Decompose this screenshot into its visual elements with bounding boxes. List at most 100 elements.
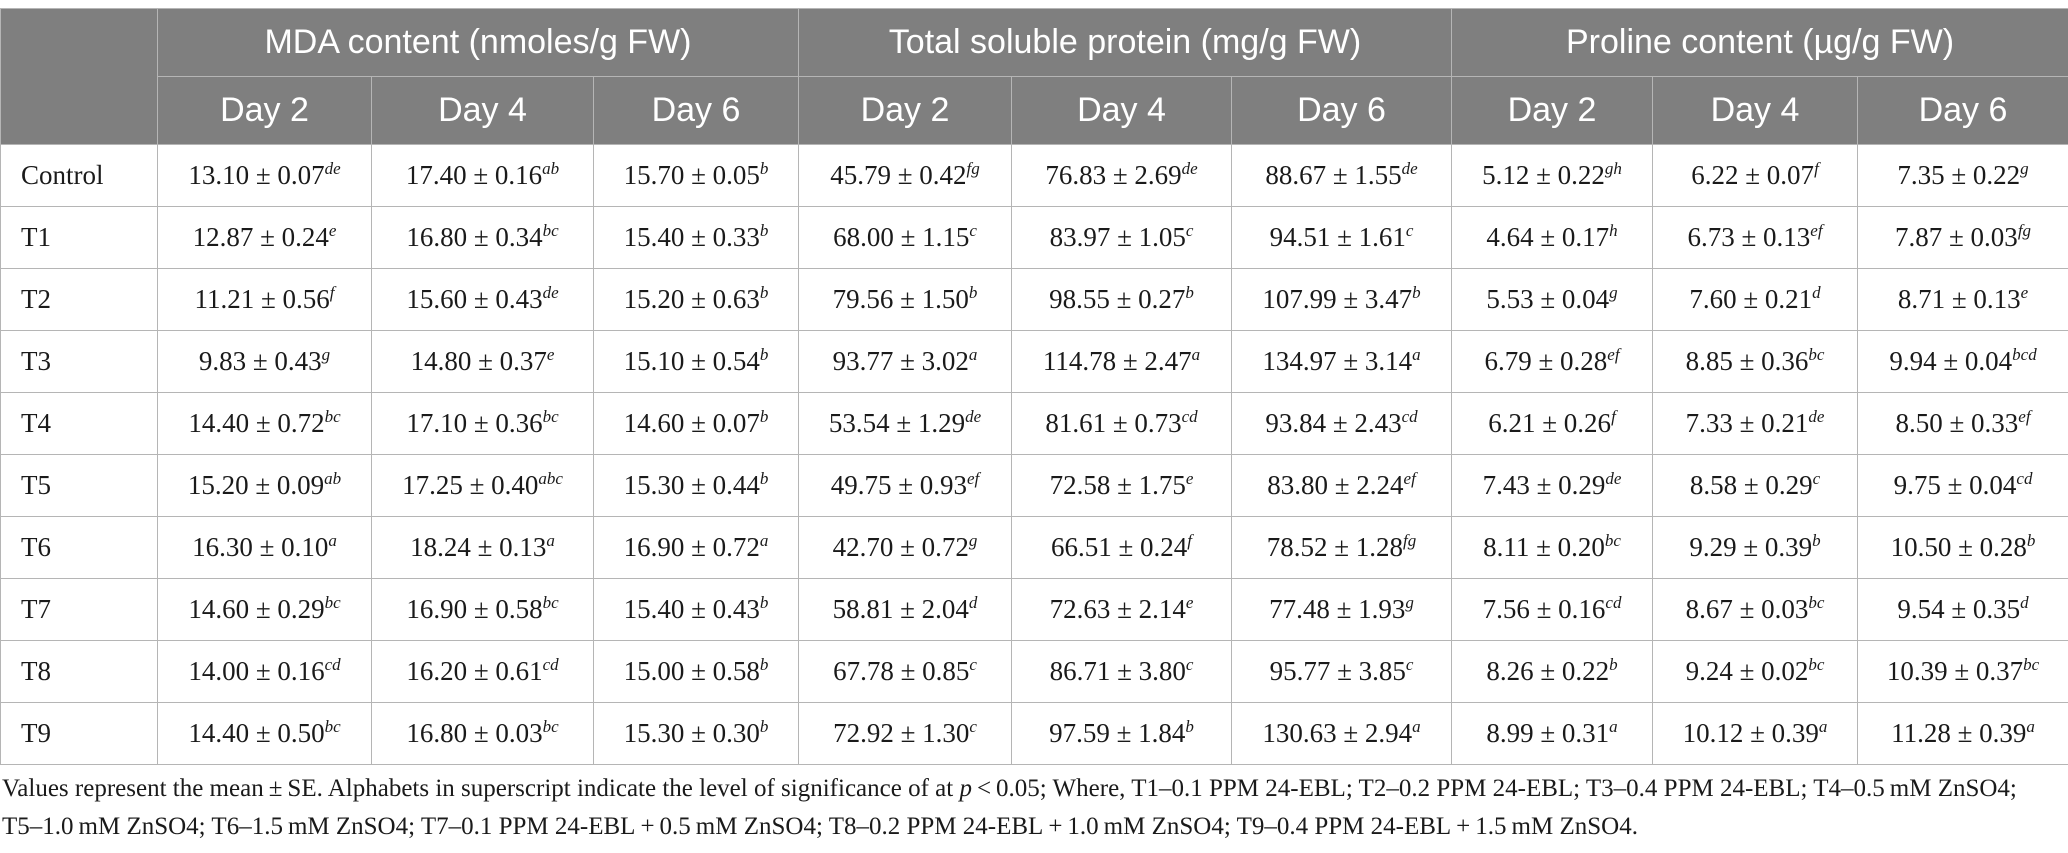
value-cell: 107.99 ± 3.47b: [1230, 268, 1453, 331]
row-label: T6: [0, 516, 158, 579]
cell-value: 6.73 ± 0.13: [1687, 222, 1811, 252]
cell-value: 8.71 ± 0.13: [1897, 284, 2021, 314]
significance-letter: abc: [538, 469, 563, 488]
value-cell: 15.10 ± 0.54b: [593, 330, 799, 393]
cell-value: 9.94 ± 0.04: [1889, 346, 2013, 376]
row-label: T4: [0, 392, 158, 455]
significance-letter: cd: [2016, 469, 2033, 488]
cell-value: 10.50 ± 0.28: [1890, 532, 2027, 562]
significance-letter: g: [321, 345, 331, 364]
value-cell: 5.53 ± 0.04g: [1451, 268, 1654, 331]
value-cell: 8.26 ± 0.22b: [1451, 640, 1654, 703]
significance-letter: fg: [1403, 531, 1417, 550]
significance-letter: b: [759, 345, 769, 364]
significance-letter: b: [759, 717, 769, 736]
significance-letter: h: [1609, 221, 1618, 240]
cell-value: 81.61 ± 0.73: [1045, 408, 1182, 438]
significance-letter: ab: [542, 159, 560, 178]
cell-value: 8.26 ± 0.22: [1486, 656, 1610, 686]
value-cell: 6.79 ± 0.28ef: [1451, 330, 1654, 393]
cell-value: 7.56 ± 0.16: [1482, 594, 1606, 624]
cell-value: 9.83 ± 0.43: [198, 346, 322, 376]
cell-value: 17.25 ± 0.40: [402, 470, 539, 500]
significance-letter: e: [2020, 283, 2029, 302]
value-cell: 72.63 ± 2.14e: [1011, 578, 1232, 641]
significance-letter: bc: [542, 221, 559, 240]
cell-value: 42.70 ± 0.72: [832, 532, 969, 562]
value-cell: 8.67 ± 0.03bc: [1652, 578, 1859, 641]
significance-letter: b: [759, 407, 769, 426]
value-cell: 86.71 ± 3.80c: [1011, 640, 1232, 703]
significance-letter: bc: [2023, 655, 2040, 674]
cell-value: 16.80 ± 0.34: [406, 222, 543, 252]
table-row: T7 14.60 ± 0.29bc 16.90 ± 0.58bc 15.40 ± 0.…: [0, 578, 2068, 641]
value-cell: 16.20 ± 0.61cd: [371, 640, 594, 703]
cell-value: 8.58 ± 0.29: [1689, 470, 1813, 500]
value-cell: 53.54 ± 1.29de: [798, 392, 1012, 455]
value-cell: 15.70 ± 0.05b: [593, 144, 799, 207]
cell-value: 72.58 ± 1.75: [1049, 470, 1186, 500]
significance-letter: b: [1412, 283, 1421, 302]
significance-letter: bc: [1808, 345, 1825, 364]
significance-letter: c: [1405, 655, 1414, 674]
cell-value: 7.60 ± 0.21: [1689, 284, 1813, 314]
significance-letter: d: [1812, 283, 1821, 302]
cell-value: 98.55 ± 0.27: [1049, 284, 1186, 314]
significance-letter: f: [329, 283, 335, 302]
significance-letter: fg: [966, 159, 980, 178]
value-cell: 114.78 ± 2.47a: [1011, 330, 1232, 393]
significance-letter: c: [1812, 469, 1821, 488]
value-cell: 10.39 ± 0.37bc: [1857, 640, 2068, 703]
cell-value: 9.24 ± 0.02: [1685, 656, 1809, 686]
value-cell: 15.30 ± 0.30b: [593, 702, 799, 765]
value-cell: 15.40 ± 0.43b: [593, 578, 799, 641]
significance-letter: ef: [967, 469, 980, 488]
value-cell: 81.61 ± 0.73cd: [1011, 392, 1232, 455]
cell-value: 76.83 ± 2.69: [1045, 160, 1182, 190]
significance-letter: de: [1808, 407, 1825, 426]
cell-value: 97.59 ± 1.84: [1049, 718, 1186, 748]
value-cell: 14.40 ± 0.72bc: [157, 392, 372, 455]
significance-letter: de: [324, 159, 341, 178]
significance-letter: cd: [1605, 593, 1622, 612]
significance-letter: b: [1609, 655, 1618, 674]
row-label: T7: [0, 578, 158, 641]
value-cell: 17.10 ± 0.36bc: [371, 392, 594, 455]
value-cell: 17.40 ± 0.16ab: [371, 144, 594, 207]
value-cell: 8.85 ± 0.36bc: [1652, 330, 1859, 393]
row-label: T8: [0, 640, 158, 703]
value-cell: 6.73 ± 0.13ef: [1652, 206, 1859, 269]
cell-value: 49.75 ± 0.93: [830, 470, 968, 500]
value-cell: 15.60 ± 0.43de: [371, 268, 594, 331]
significance-letter: de: [1401, 159, 1418, 178]
significance-letter: cd: [542, 655, 559, 674]
cell-value: 95.77 ± 3.85: [1269, 656, 1406, 686]
value-cell: 7.60 ± 0.21d: [1652, 268, 1859, 331]
value-cell: 8.11 ± 0.20bc: [1451, 516, 1654, 579]
table-row: T6 16.30 ± 0.10a 18.24 ± 0.13a 16.90 ± 0.72…: [0, 516, 2068, 579]
significance-letter: e: [328, 221, 337, 240]
cell-value: 16.90 ± 0.58: [406, 594, 543, 624]
value-cell: 7.35 ± 0.22g: [1857, 144, 2068, 207]
significance-letter: c: [969, 655, 977, 674]
cell-value: 9.54 ± 0.35: [1897, 594, 2021, 624]
corner-header-cell: [0, 8, 158, 145]
cell-value: 77.48 ± 1.93: [1269, 594, 1406, 624]
cell-value: 45.79 ± 0.42: [830, 160, 967, 190]
significance-letter: a: [1412, 717, 1421, 736]
value-cell: 134.97 ± 3.14a: [1230, 330, 1453, 393]
value-cell: 9.24 ± 0.02bc: [1652, 640, 1859, 703]
cell-value: 12.87 ± 0.24: [192, 222, 329, 252]
significance-letter: bc: [324, 593, 341, 612]
value-cell: 12.87 ± 0.24e: [157, 206, 372, 269]
cell-value: 83.97 ± 1.05: [1049, 222, 1186, 252]
significance-letter: bcd: [2012, 345, 2037, 364]
table-row: T2 11.21 ± 0.56f 15.60 ± 0.43de 15.20 ± 0.6…: [0, 268, 2068, 331]
cell-value: 86.71 ± 3.80: [1049, 656, 1186, 686]
cell-value: 7.43 ± 0.29: [1482, 470, 1606, 500]
significance-letter: e: [546, 345, 555, 364]
significance-letter: bc: [542, 407, 559, 426]
cell-value: 88.67 ± 1.55: [1265, 160, 1402, 190]
row-label: T3: [0, 330, 158, 393]
cell-value: 15.30 ± 0.30: [623, 718, 760, 748]
